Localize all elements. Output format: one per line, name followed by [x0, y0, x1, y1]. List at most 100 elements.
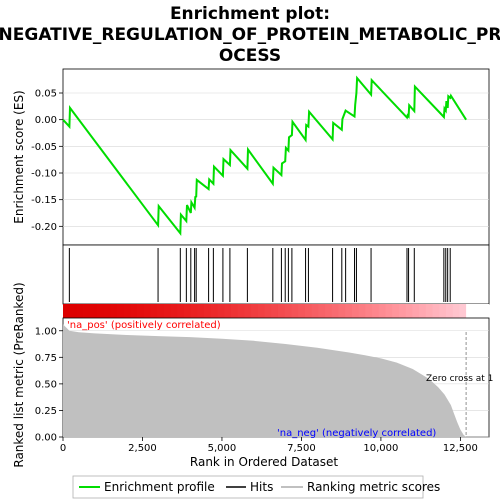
- x-axis-ticks: 0 2,500 5,000 7,500 10,000 12,500: [60, 437, 478, 454]
- color-bar-segment: [318, 304, 326, 318]
- color-bar-segment: [365, 304, 373, 318]
- metric-y-ticks: 0.00 0.25 0.50 0.75 1.00: [35, 326, 63, 444]
- metric-y-tick-label: 0.50: [35, 379, 57, 390]
- es-y-axis-label: Enrichment score (ES): [12, 90, 26, 223]
- hits-panel-frame: [62, 244, 490, 305]
- color-bar-segment: [264, 304, 272, 318]
- color-bar-segment: [351, 304, 360, 318]
- color-bar-segment: [425, 304, 434, 318]
- color-bar-segment: [237, 304, 245, 318]
- es-panel-frame: [62, 68, 490, 246]
- legend-metric-label: Ranking metric scores: [307, 480, 440, 494]
- es-y-tick-label: 0.05: [35, 89, 57, 100]
- metric-y-tick-label: 0.00: [35, 433, 57, 444]
- color-bar-segment: [244, 304, 252, 318]
- rank-color-bar: [63, 304, 489, 318]
- color-bar-segment: [190, 304, 198, 318]
- color-bar-segment: [338, 304, 346, 318]
- color-bar-segment: [150, 304, 158, 318]
- color-bar-segment: [378, 304, 387, 318]
- color-bar-segment: [224, 304, 232, 318]
- color-bar-segment: [163, 304, 172, 318]
- color-bar-segment: [284, 304, 293, 318]
- x-tick-label: 2,500: [128, 443, 157, 454]
- color-bar-segment: [204, 304, 212, 318]
- color-bar-segment: [459, 304, 467, 318]
- x-tick-label: 12,500: [443, 443, 478, 454]
- color-bar-segment: [183, 304, 192, 318]
- color-bar-segment: [311, 304, 319, 318]
- legend-box: [72, 475, 424, 499]
- color-bar-segment: [63, 304, 71, 318]
- metric-y-tick-label: 0.25: [35, 406, 57, 417]
- metric-y-tick-label: 1.00: [35, 326, 57, 337]
- ranking-metric-area: [63, 324, 467, 437]
- es-y-tick-label: -0.05: [31, 142, 57, 153]
- color-bar-segment: [143, 304, 151, 318]
- es-y-ticks: 0.05 0.00 -0.05 -0.10 -0.15 -0.20: [31, 89, 63, 233]
- metric-y-tick-label: 0.75: [35, 353, 57, 364]
- color-bar-segment: [157, 304, 165, 318]
- color-bar-segment: [385, 304, 393, 318]
- x-axis-label: Rank in Ordered Dataset: [190, 455, 338, 469]
- es-y-tick-label: -0.20: [31, 222, 57, 233]
- color-bar-segment: [398, 304, 407, 318]
- color-bar-segment: [445, 304, 454, 318]
- x-tick-label: 0: [60, 443, 66, 454]
- positive-correlation-label: 'na_pos' (positively correlated): [67, 320, 221, 331]
- color-bar-segment: [325, 304, 333, 318]
- color-bar-segment: [405, 304, 413, 318]
- color-bar-segment: [257, 304, 266, 318]
- color-bar-segment: [304, 304, 313, 318]
- color-bar-segment: [103, 304, 111, 318]
- color-bar-segment: [177, 304, 185, 318]
- es-panel-grid: [63, 92, 489, 227]
- color-bar-segment: [392, 304, 400, 318]
- color-bar-segment: [116, 304, 125, 318]
- color-bar-segment: [345, 304, 353, 318]
- color-bar-segment: [76, 304, 84, 318]
- color-bar-segment: [136, 304, 145, 318]
- color-bar-segment: [197, 304, 205, 318]
- color-bar-segment: [271, 304, 279, 318]
- color-bar-segment: [291, 304, 299, 318]
- color-bar-segment: [452, 304, 460, 318]
- zero-cross-label: Zero cross at 1: [426, 374, 493, 384]
- color-bar-segment: [432, 304, 440, 318]
- color-bar-segment: [96, 304, 104, 318]
- es-y-tick-label: -0.15: [31, 195, 57, 206]
- chart-title-line-3: OCESS: [219, 46, 281, 66]
- negative-correlation-label: 'na_neg' (negatively correlated): [277, 428, 436, 439]
- es-y-tick-label: -0.10: [31, 169, 57, 180]
- color-bar-segment: [298, 304, 306, 318]
- color-bar-segment: [217, 304, 225, 318]
- chart-title-line-2: NEGATIVE_REGULATION_OF_PROTEIN_METABOLIC…: [0, 25, 500, 45]
- color-bar-segment: [372, 304, 380, 318]
- color-bar-segment: [412, 304, 420, 318]
- color-bar-segment: [83, 304, 91, 318]
- color-bar-segment: [419, 304, 427, 318]
- hits-marks: [68, 248, 451, 302]
- x-tick-label: 7,500: [287, 443, 316, 454]
- color-bar-segment: [110, 304, 118, 318]
- color-bar-segment: [89, 304, 98, 318]
- legend-hits-label: Hits: [250, 480, 273, 494]
- color-bar-segment: [277, 304, 286, 318]
- color-bar-segment: [230, 304, 239, 318]
- x-tick-label: 5,000: [208, 443, 237, 454]
- color-bar-segment: [170, 304, 178, 318]
- color-bar-tail: [466, 304, 489, 318]
- color-bar-segment: [251, 304, 259, 318]
- color-bar-segment: [130, 304, 138, 318]
- enrichment-profile-line: [62, 75, 467, 237]
- chart-title-line-1: Enrichment plot:: [170, 4, 330, 24]
- legend-profile-label: Enrichment profile: [104, 480, 215, 494]
- metric-y-axis-label: Ranked list metric (PreRanked): [12, 282, 26, 467]
- color-bar-segment: [69, 304, 78, 318]
- color-bar-segment: [358, 304, 366, 318]
- color-bar-segment: [123, 304, 131, 318]
- es-y-tick-label: 0.00: [35, 115, 57, 126]
- color-bar-segment: [439, 304, 447, 318]
